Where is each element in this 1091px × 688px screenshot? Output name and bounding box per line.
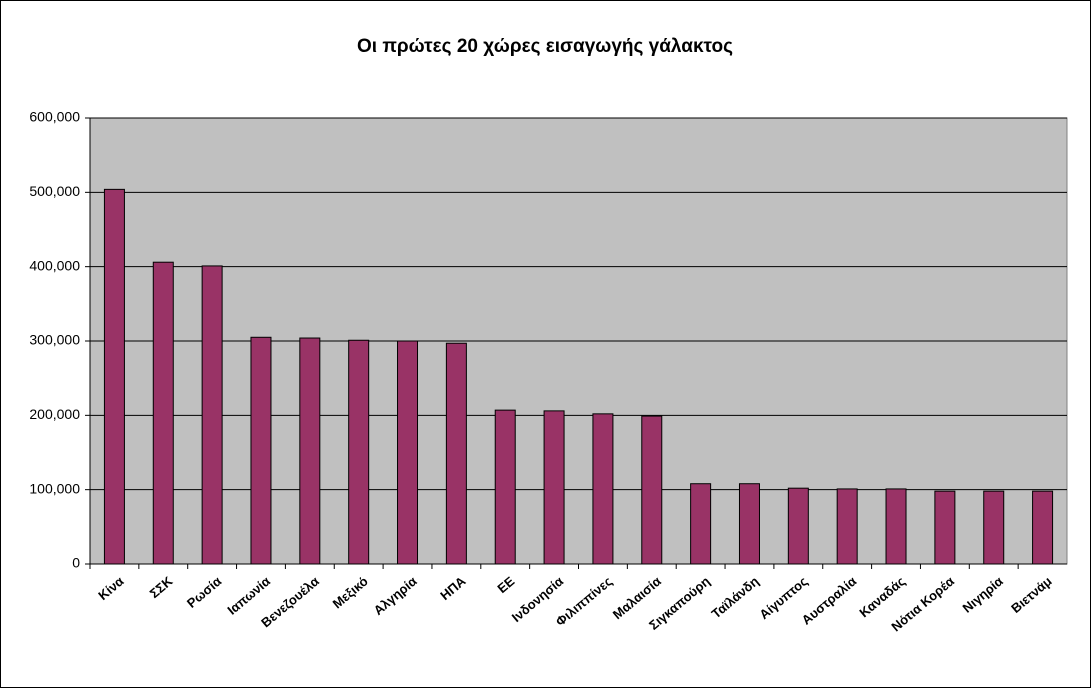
y-tick-label: 100,000 xyxy=(29,480,80,496)
y-tick-label: 200,000 xyxy=(29,406,80,422)
bar xyxy=(885,488,907,565)
bar xyxy=(690,483,712,565)
bar xyxy=(934,490,956,565)
bar xyxy=(494,409,516,565)
bar xyxy=(592,413,614,565)
bar xyxy=(641,415,663,565)
y-tick-label: 0 xyxy=(72,555,80,571)
bar xyxy=(201,265,223,565)
bar xyxy=(543,410,565,565)
bar xyxy=(348,339,370,565)
chart-title: Οι πρώτες 20 χώρες εισαγωγής γάλακτος xyxy=(357,36,733,57)
bar xyxy=(738,483,760,565)
y-tick-label: 400,000 xyxy=(29,257,80,273)
bar xyxy=(397,340,419,565)
bar xyxy=(1032,490,1054,565)
bar xyxy=(299,337,321,565)
bar xyxy=(836,488,858,565)
y-tick-label: 500,000 xyxy=(29,183,80,199)
bar xyxy=(445,342,467,565)
bar xyxy=(103,188,125,565)
bar xyxy=(152,261,174,565)
y-tick-label: 600,000 xyxy=(29,109,80,125)
y-tick-label: 300,000 xyxy=(29,332,80,348)
bar xyxy=(250,336,272,565)
bar xyxy=(787,487,809,565)
bar xyxy=(983,490,1005,565)
